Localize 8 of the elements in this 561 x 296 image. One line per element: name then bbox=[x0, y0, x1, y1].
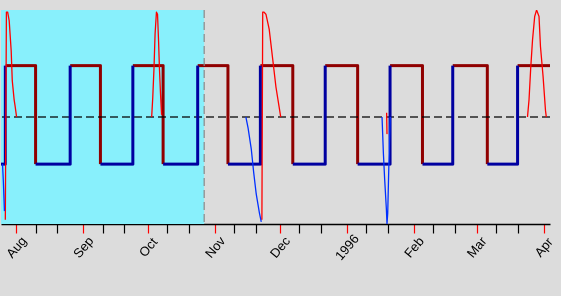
x-tick-label: Feb bbox=[401, 234, 427, 261]
x-tick-label: Aug bbox=[3, 233, 30, 261]
x-tick-label: Sep bbox=[70, 233, 96, 261]
x-tick-label: Mar bbox=[464, 233, 490, 261]
x-tick-label: Nov bbox=[202, 233, 229, 261]
x-tick-label: Dec bbox=[266, 233, 294, 261]
x-tick-label: Oct bbox=[136, 234, 161, 260]
x-tick-label: Apr bbox=[531, 234, 556, 260]
